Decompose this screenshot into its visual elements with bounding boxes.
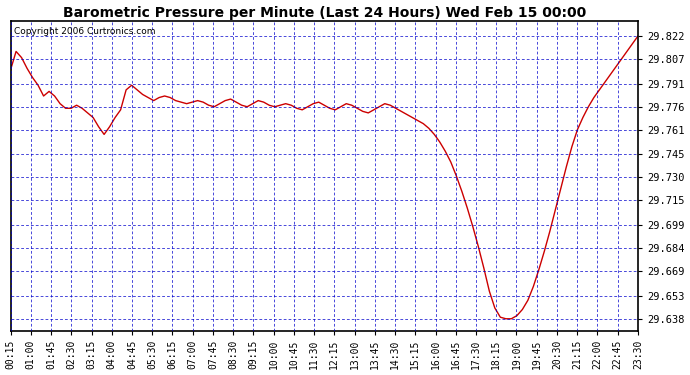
Title: Barometric Pressure per Minute (Last 24 Hours) Wed Feb 15 00:00: Barometric Pressure per Minute (Last 24 … — [63, 6, 586, 20]
Text: Copyright 2006 Curtronics.com: Copyright 2006 Curtronics.com — [14, 27, 155, 36]
